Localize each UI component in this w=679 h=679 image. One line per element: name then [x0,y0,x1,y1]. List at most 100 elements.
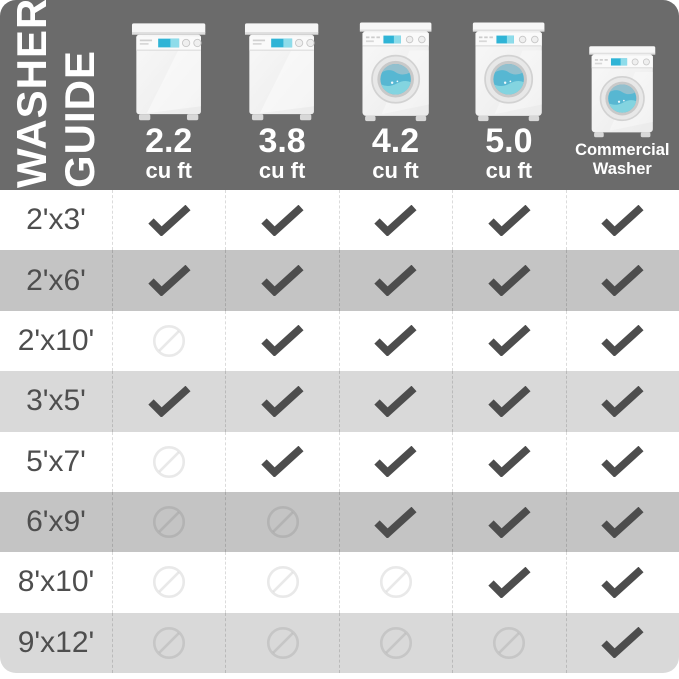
cell-2x3-2-2 [112,190,225,251]
checkmark-icon [147,265,192,297]
cell-8x10-5-0 [452,552,565,613]
checkmark-icon [487,204,532,236]
checkmark-icon [147,385,192,417]
cell-2x6-2-2 [112,250,225,311]
checkmark-icon [373,506,418,538]
capacity-unit-label: cu ft [372,158,419,183]
guide-header: WASHER GUIDE 2.2 cu ft 3.8 cu ft 4.2 cu … [0,0,679,190]
capacity-label: 2.2 [145,122,193,160]
checkmark-icon [600,204,645,236]
capacity-unit-label: Washer [592,160,652,178]
capacity-label: 3.8 [258,122,306,160]
front-load-washer-icon [582,43,663,138]
prohibited-icon [264,624,302,662]
cell-5x7-5-0 [452,431,565,492]
prohibited-icon [150,503,188,541]
rug-size-label: 2'x3' [26,203,86,237]
cell-5x7-2-2 [112,431,225,492]
cell-5x7-commercial [565,431,679,492]
prohibited-icon [377,624,415,662]
prohibited-icon [150,443,188,481]
checkmark-icon [373,446,418,478]
prohibited-icon [150,322,188,360]
table-row-8x10: 8'x10' [0,552,679,613]
checkmark-icon [373,204,418,236]
cell-9x12-4-2 [338,612,452,673]
rug-size-label: 3'x5' [26,384,86,418]
cell-8x10-commercial [565,552,679,613]
cell-6x9-3-8 [225,491,338,553]
front-load-washer-icon [465,19,552,122]
cell-6x9-commercial [565,491,679,553]
table-row-2x10: 2'x10' [0,310,679,372]
checkmark-icon [373,325,418,357]
checkmark-icon [487,265,532,297]
cell-2x10-commercial [565,310,679,372]
cell-2x10-2-2 [112,310,225,372]
prohibited-icon [490,624,528,662]
cell-6x9-4-2 [338,491,452,553]
prohibited-icon [150,624,188,662]
column-header-3-8: 3.8 cu ft [225,0,338,190]
cell-5x7-4-2 [338,431,452,492]
cell-2x3-5-0 [452,190,565,251]
capacity-label: Commercial [575,141,670,159]
capacity-label: 5.0 [485,122,533,160]
capacity-unit-label: cu ft [485,158,533,183]
capacity-unit-label: cu ft [258,158,306,183]
table-row-3x5: 3'x5' [0,371,679,432]
rug-size-label: 8'x10' [17,565,95,599]
top-load-washer-icon [238,19,325,122]
guide-title: WASHER GUIDE [0,0,112,190]
prohibited-icon [377,563,415,601]
checkmark-icon [487,325,532,357]
checkmark-icon [600,506,645,538]
checkmark-icon [373,265,418,297]
checkmark-icon [260,325,305,357]
prohibited-icon [264,563,302,601]
checkmark-icon [600,325,645,357]
column-header-commercial: Commercial Washer [566,0,679,190]
cell-6x9-5-0 [452,491,565,553]
checkmark-icon [487,506,532,538]
cell-8x10-4-2 [338,552,452,613]
guide-table-body: 2'x3' 2'x6' 2'x10' 3'x5' 5'x7' 6'x9' 8'x… [0,190,679,673]
capacity-label: 4.2 [371,122,420,160]
cell-2x3-4-2 [338,190,452,251]
checkmark-icon [147,204,192,236]
checkmark-icon [600,265,645,297]
top-load-washer-icon [125,19,212,122]
table-row-9x12: 9'x12' [0,612,679,673]
cell-9x12-commercial [565,612,679,673]
checkmark-icon [600,385,645,417]
cell-3x5-3-8 [225,371,338,432]
cell-2x3-commercial [565,190,679,251]
checkmark-icon [260,385,305,417]
cell-8x10-3-8 [225,552,338,613]
prohibited-icon [150,563,188,601]
cell-2x10-5-0 [452,310,565,372]
cell-2x10-3-8 [225,310,338,372]
checkmark-icon [600,446,645,478]
checkmark-icon [600,627,645,659]
checkmark-icon [260,265,305,297]
rug-size-label: 6'x9' [26,505,86,539]
table-row-2x3: 2'x3' [0,190,679,251]
cell-2x6-commercial [565,250,679,311]
checkmark-icon [600,566,645,598]
table-row-5x7: 5'x7' [0,431,679,492]
table-row-6x9: 6'x9' [0,491,679,553]
checkmark-icon [487,566,532,598]
rug-size-label: 2'x6' [26,263,86,297]
front-load-washer-icon [352,19,439,122]
column-header-2-2: 2.2 cu ft [112,0,225,190]
checkmark-icon [260,204,305,236]
rug-size-label: 9'x12' [17,625,95,659]
cell-9x12-5-0 [452,612,565,673]
cell-3x5-2-2 [112,371,225,432]
cell-2x10-4-2 [338,310,452,372]
checkmark-icon [487,446,532,478]
column-header-4-2: 4.2 cu ft [339,0,452,190]
cell-2x6-4-2 [338,250,452,311]
